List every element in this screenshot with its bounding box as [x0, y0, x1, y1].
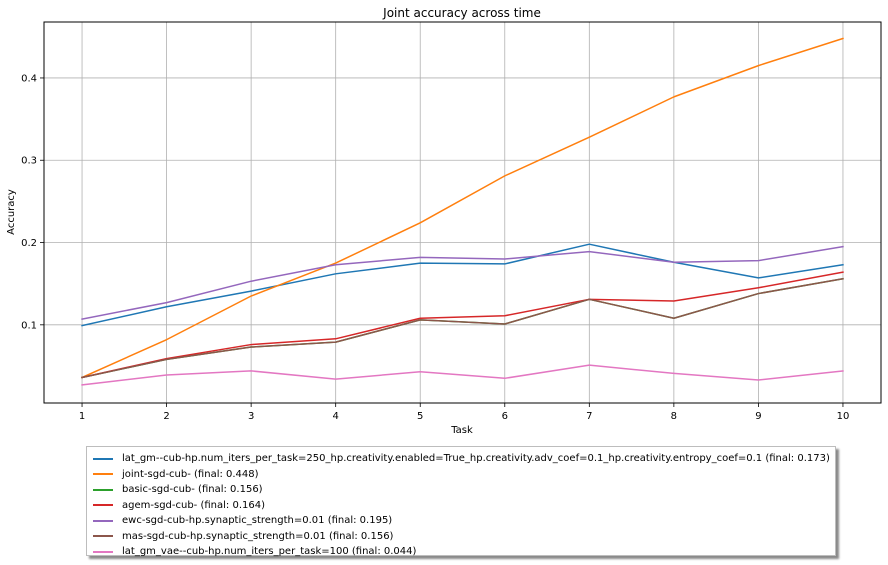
x-tick-label: 3: [248, 411, 254, 422]
axis-ticks: 1 2 3 4 5 6 7 8 9 10 0.1 0.2 0.3 0.4: [21, 73, 849, 422]
series-line-1: [81, 37, 844, 379]
legend-label: ewc-sgd-cub-hp.synaptic_strength=0.01 (f…: [122, 515, 393, 527]
grid-lines: [44, 22, 881, 403]
legend-label: mas-sgd-cub-hp.synaptic_strength=0.01 (f…: [122, 530, 394, 542]
x-tick-label: 4: [332, 411, 338, 422]
series-line-6: [81, 364, 844, 386]
legend-entry: agem-sgd-cub- (final: 0.164): [93, 498, 829, 514]
legend-entry: lat_gm_vae--cub-hp.num_iters_per_task=10…: [93, 544, 829, 560]
chart-title: Joint accuracy across time: [382, 6, 541, 20]
legend-label: basic-sgd-cub- (final: 0.156): [122, 484, 263, 496]
x-tick-label: 5: [417, 411, 423, 422]
x-tick-label: 9: [755, 411, 761, 422]
legend-swatch: [93, 550, 113, 553]
legend-label: agem-sgd-cub- (final: 0.164): [122, 499, 265, 511]
legend-label: joint-sgd-cub- (final: 0.448): [122, 468, 259, 480]
legend-entry: basic-sgd-cub- (final: 0.156): [93, 482, 829, 498]
series-lines: [81, 37, 844, 386]
legend-swatch: [93, 488, 113, 491]
legend-swatch: [93, 473, 113, 476]
legend-entry: ewc-sgd-cub-hp.synaptic_strength=0.01 (f…: [93, 513, 829, 529]
y-tick-label: 0.2: [21, 238, 37, 249]
legend-swatch: [93, 504, 113, 507]
y-tick-label: 0.3: [21, 156, 37, 167]
legend-entry: lat_gm--cub-hp.num_iters_per_task=250_hp…: [93, 451, 830, 467]
legend-entry: joint-sgd-cub- (final: 0.448): [93, 467, 829, 483]
legend-label: lat_gm_vae--cub-hp.num_iters_per_task=10…: [122, 546, 417, 558]
legend-label: lat_gm--cub-hp.num_iters_per_task=250_hp…: [122, 453, 830, 465]
series-line-5: [81, 277, 844, 379]
x-tick-label: 7: [586, 411, 592, 422]
x-tick-label: 1: [79, 411, 85, 422]
chart-legend: lat_gm--cub-hp.num_iters_per_task=250_hp…: [86, 446, 836, 557]
series-line-3: [81, 271, 844, 379]
y-tick-label: 0.1: [21, 320, 37, 331]
y-axis-label: Accuracy: [6, 189, 17, 235]
legend-entry: mas-sgd-cub-hp.synaptic_strength=0.01 (f…: [93, 529, 829, 545]
series-line-0: [81, 243, 844, 327]
series-line-4: [81, 245, 844, 320]
legend-swatch: [93, 535, 113, 538]
x-tick-label: 10: [837, 411, 850, 422]
y-tick-label: 0.4: [21, 73, 37, 84]
x-tick-label: 6: [502, 411, 508, 422]
x-tick-label: 2: [163, 411, 169, 422]
x-tick-label: 8: [671, 411, 677, 422]
plot-area-frame: [43, 21, 882, 404]
series-line-2: [81, 277, 844, 379]
legend-swatch: [93, 519, 113, 522]
legend-swatch: [93, 457, 113, 460]
x-axis-label: Task: [450, 425, 473, 436]
